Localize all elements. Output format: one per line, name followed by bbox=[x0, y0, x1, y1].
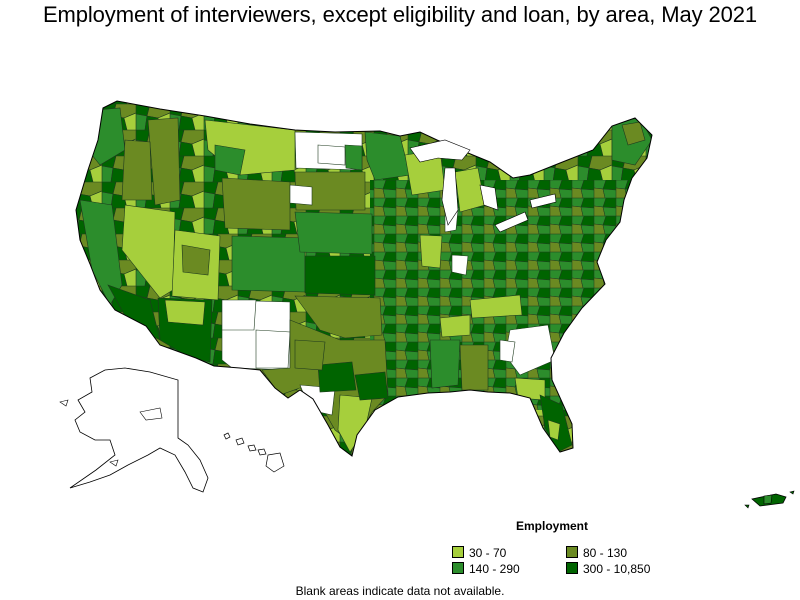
legend-swatch bbox=[566, 546, 578, 558]
legend-item-140-290: 140 - 290 bbox=[452, 562, 520, 576]
legend-swatch bbox=[452, 546, 464, 558]
legend-swatch bbox=[452, 562, 464, 574]
hawaii bbox=[223, 432, 285, 473]
legend-item-30-70: 30 - 70 bbox=[452, 546, 506, 560]
legend-title: Employment bbox=[516, 519, 589, 533]
legend-item-300-10850: 300 - 10,850 bbox=[566, 562, 650, 576]
alaska bbox=[59, 367, 209, 493]
legend-swatch bbox=[566, 562, 578, 574]
legend-item-80-130: 80 - 130 bbox=[566, 546, 627, 560]
footnote: Blank areas indicate data not available. bbox=[295, 584, 505, 598]
legend-label: 300 - 10,850 bbox=[583, 562, 651, 576]
puerto-rico bbox=[744, 490, 795, 509]
map-title: Employment of interviewers, except eligi… bbox=[42, 2, 758, 27]
legend-label: 30 - 70 bbox=[469, 546, 507, 560]
legend-label: 80 - 130 bbox=[583, 546, 628, 560]
legend-label: 140 - 290 bbox=[469, 562, 520, 576]
